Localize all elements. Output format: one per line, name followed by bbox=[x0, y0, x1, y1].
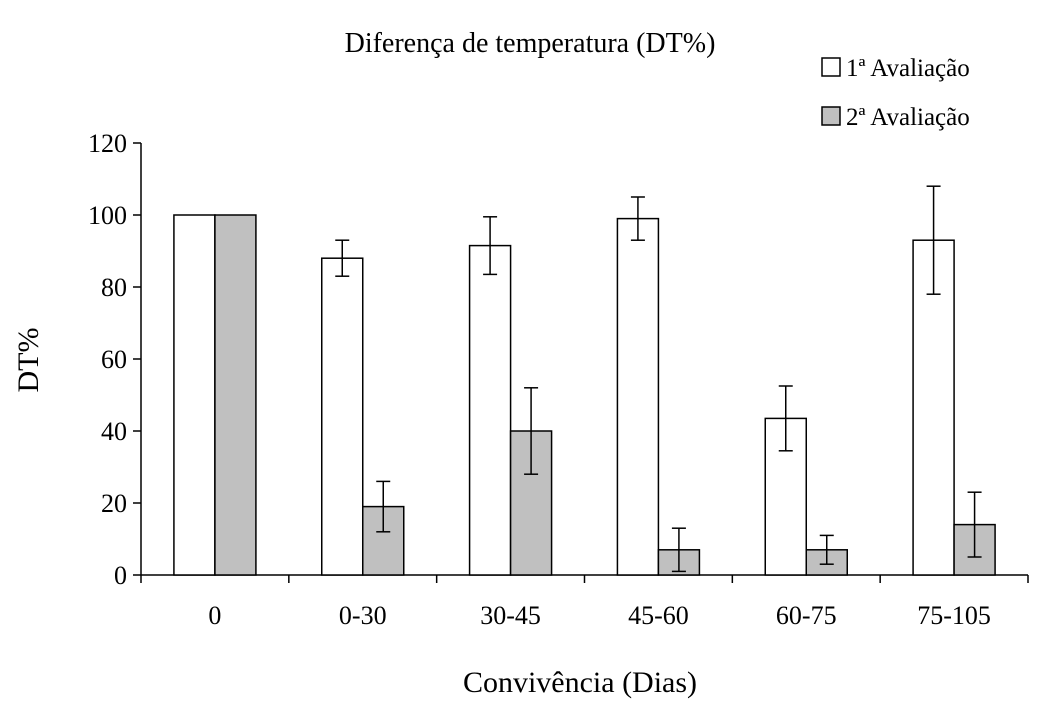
legend-swatch-series-1 bbox=[821, 57, 841, 77]
legend-label-series-2: 2ª Avaliação bbox=[846, 104, 970, 131]
x-tick-label: 0 bbox=[208, 601, 221, 630]
bar-series-1 bbox=[321, 257, 364, 576]
x-tick-label: 75-105 bbox=[917, 601, 991, 630]
legend-swatch-series-2 bbox=[821, 106, 841, 126]
legend-label-series-1: 1ª Avaliação bbox=[846, 55, 970, 82]
bar-series-1 bbox=[173, 214, 216, 576]
y-tick-label: 0 bbox=[114, 561, 127, 590]
bar-series-1 bbox=[616, 217, 660, 576]
y-tick-label: 60 bbox=[101, 345, 127, 374]
chart-title: Diferença de temperatura (DT%) bbox=[345, 28, 716, 59]
x-tick-label: 30-45 bbox=[480, 601, 541, 630]
y-tick-label: 40 bbox=[101, 417, 127, 446]
x-axis-label: Convivência (Dias) bbox=[463, 666, 697, 699]
legend: 1ª Avaliação 2ª Avaliação bbox=[821, 55, 970, 131]
y-tick-label: 100 bbox=[88, 201, 127, 230]
y-tick-label: 80 bbox=[101, 273, 127, 302]
y-axis-label: DT% bbox=[12, 328, 45, 393]
bar-series-1 bbox=[912, 239, 955, 576]
y-tick-label: 20 bbox=[101, 489, 127, 518]
bar-series-1 bbox=[468, 244, 512, 576]
x-tick-label: 60-75 bbox=[776, 601, 837, 630]
y-tick-label: 120 bbox=[88, 129, 127, 158]
plot-area: 0 20 40 60 80 100 120 0 0-30 30-45 45-60 60-75 75-10… bbox=[88, 129, 1029, 630]
x-tick-label: 0-30 bbox=[339, 601, 387, 630]
x-tick-label: 45-60 bbox=[628, 601, 689, 630]
bar-series-2 bbox=[214, 214, 257, 576]
